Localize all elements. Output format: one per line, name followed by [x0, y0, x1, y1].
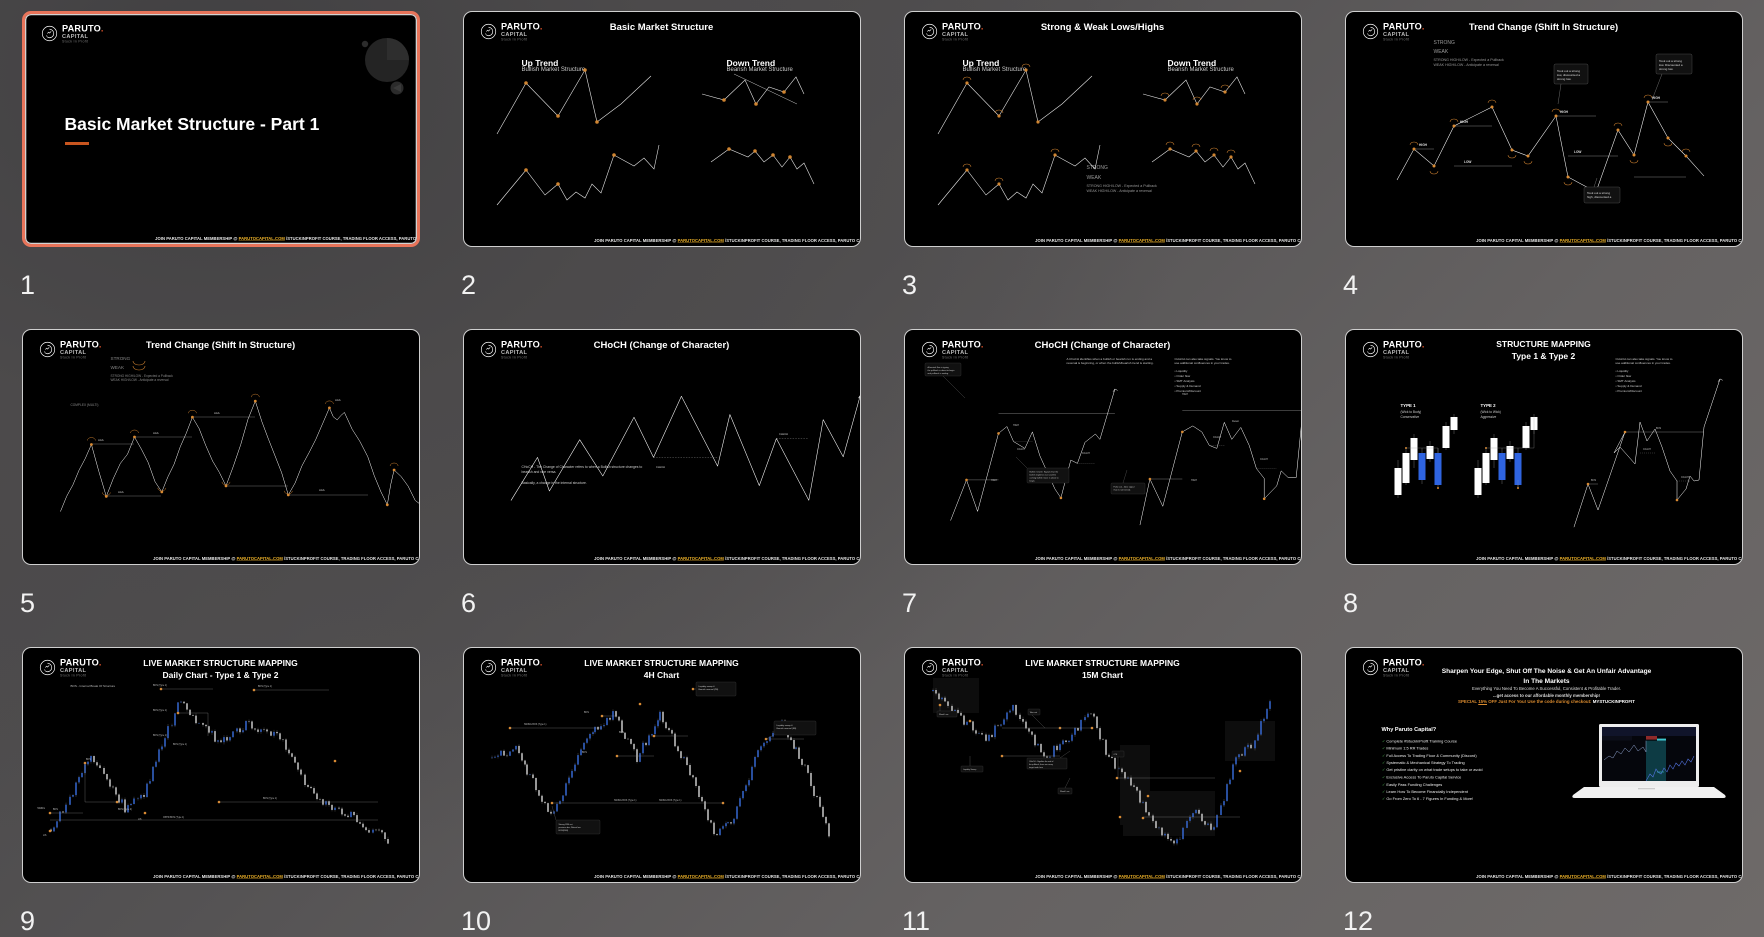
svg-text:Weak Low: Weak Low [1060, 791, 1070, 793]
svg-text:HIGH: HIGH [1191, 479, 1197, 482]
svg-text:SWING BOS (Type 1): SWING BOS (Type 1) [524, 724, 547, 726]
svg-text:that its not formed.: that its not formed. [1113, 489, 1131, 492]
svg-text:OPPD BOS (Type 1): OPPD BOS (Type 1) [163, 817, 184, 819]
svg-text:bullish might be over and the: bullish might be over and the [1029, 474, 1056, 477]
svg-text:A bearish flow is typing: A bearish flow is typing [927, 366, 949, 369]
svg-text:ChoCH: ChoCH [1213, 436, 1221, 439]
svg-text:AAA: AAA [335, 398, 341, 402]
svg-text:target trade here: target trade here [1029, 766, 1043, 769]
svg-text:Liquidity sweep &: Liquidity sweep & [776, 724, 793, 727]
svg-text:the pullback is about to begin: the pullback is about to begin [927, 369, 955, 372]
svg-text:Retest: Retest [1232, 420, 1239, 423]
svg-text:SWING BOS (Type 1): SWING BOS (Type 1) [614, 800, 637, 802]
svg-text:AAA: AAA [98, 438, 104, 442]
svg-text:strong low.: strong low. [1659, 67, 1674, 71]
svg-text:BOS: BOS [619, 732, 624, 734]
svg-text:CHoCH - Signifies the end of: CHoCH - Signifies the end of [1029, 760, 1054, 763]
svg-text:SWING BOS (Type 1): SWING BOS (Type 1) [659, 800, 682, 802]
svg-text:Bearish reversal (PB): Bearish reversal (PB) [698, 688, 718, 691]
svg-text:ChoCH: ChoCH [1643, 448, 1651, 451]
svg-text:BOS: BOS [53, 809, 58, 811]
svg-text:AAA: AAA [153, 431, 159, 435]
svg-text:BOS: BOS [1591, 479, 1596, 482]
svg-text:ChoCH: ChoCH [1260, 458, 1268, 461]
svg-text:BOS (Type 1): BOS (Type 1) [153, 735, 167, 737]
svg-text:ChoCH: ChoCH [1017, 448, 1025, 451]
svg-text:BOS: BOS [582, 752, 587, 754]
svg-text:LOW: LOW [1574, 150, 1581, 154]
svg-text:and pullback is ending.: and pullback is ending. [927, 373, 949, 375]
svg-text:strong low.: strong low. [1557, 77, 1572, 81]
svg-text:LOW: LOW [1464, 160, 1471, 164]
svg-text:HIGH: HIGH [1419, 143, 1428, 147]
svg-text:HIGH: HIGH [1460, 120, 1469, 124]
svg-text:HIGH: HIGH [1560, 110, 1569, 114]
svg-text:BOS (Type 1): BOS (Type 1) [153, 710, 167, 712]
svg-text:Liquidity Sweep: Liquidity Sweep [963, 768, 976, 771]
svg-text:BOS (Type 2): BOS (Type 2) [118, 809, 132, 811]
svg-text:CHoCH: CHoCH [656, 465, 665, 469]
svg-text:Take out: Take out [1029, 711, 1037, 714]
svg-text:LIS: LIS [138, 819, 142, 821]
svg-text:HIGH: HIGH [991, 479, 997, 482]
svg-text:HIGH: HIGH [1013, 424, 1019, 427]
svg-text:AAA: AAA [118, 490, 124, 494]
svg-text:Liquidity sweep &: Liquidity sweep & [698, 685, 715, 688]
svg-text:BOS: BOS [1656, 427, 1661, 430]
svg-text:Bullish ChoCh: Signals that th: Bullish ChoCh: Signals that the [1029, 471, 1058, 474]
svg-text:Strong IDM out: Strong IDM out [558, 823, 572, 826]
svg-text:ChoCH: ChoCH [1082, 452, 1090, 455]
svg-text:BOS (Type 1): BOS (Type 1) [173, 744, 187, 746]
svg-text:LIS: LIS [43, 835, 47, 837]
svg-text:previous dm, Retest low: previous dm, Retest low [558, 826, 581, 829]
svg-text:BOS (Type 1): BOS (Type 1) [263, 798, 277, 800]
svg-text:BOS (Type 1): BOS (Type 1) [153, 685, 167, 687]
svg-text:CHoCH: CHoCH [779, 432, 788, 436]
svg-text:BOS: BOS [86, 759, 91, 761]
svg-text:coming bullish move is about t: coming bullish move is about to [1029, 477, 1059, 480]
svg-text:SWING: SWING [37, 808, 45, 810]
svg-text:Weak Low: Weak Low [939, 714, 949, 716]
svg-text:AAA: AAA [319, 488, 325, 492]
svg-text:the pullback; there are many: the pullback; there are many [1029, 763, 1053, 766]
svg-text:BOS (Type 1): BOS (Type 1) [258, 686, 272, 688]
svg-text:BOS: BOS [584, 712, 589, 714]
svg-text:Bearish reversal (SB): Bearish reversal (SB) [776, 727, 796, 730]
svg-text:BOS(IDM): BOS(IDM) [558, 830, 568, 832]
svg-text:AAA: AAA [214, 411, 220, 415]
svg-text:ChoCH: ChoCH [1681, 476, 1689, 479]
svg-text:HIGH: HIGH [1182, 393, 1188, 396]
svg-text:False out - false signal: False out - false signal [1113, 486, 1134, 489]
svg-text:begin.: begin. [1029, 481, 1035, 483]
svg-text:high, discounted a: high, discounted a [1587, 195, 1612, 199]
